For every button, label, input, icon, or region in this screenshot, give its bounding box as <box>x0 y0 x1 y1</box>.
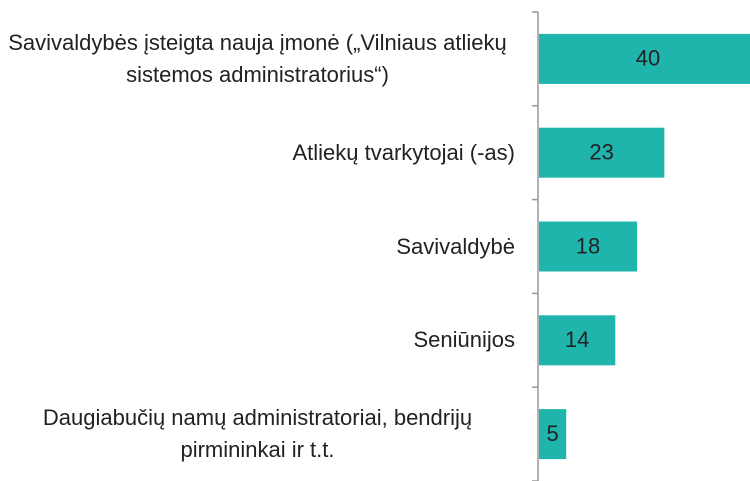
category-text: Atliekų tvarkytojai (-as) <box>292 139 515 165</box>
bar <box>539 127 665 178</box>
bar <box>539 33 750 84</box>
value-label: 14 <box>565 327 589 352</box>
bar <box>539 315 616 366</box>
category-label: Savivaldybės įsteigta nauja įmonė („Viln… <box>0 27 515 91</box>
category-label: Atliekų tvarkytojai (-as) <box>0 137 515 169</box>
category-text: Savivaldybė <box>396 233 515 259</box>
bar <box>539 221 638 272</box>
value-label: 23 <box>589 140 613 165</box>
category-text: Seniūnijos <box>413 327 515 353</box>
category-text: Daugiabučių namų administratoriai, bendr… <box>42 405 473 463</box>
category-label: Daugiabučių namų administratoriai, bendr… <box>0 402 515 466</box>
category-label: Seniūnijos <box>0 324 515 356</box>
value-label: 5 <box>547 421 559 446</box>
value-label: 40 <box>636 46 660 71</box>
category-text: Savivaldybės įsteigta nauja įmonė („Viln… <box>8 29 507 87</box>
category-label: Savivaldybė <box>0 231 515 263</box>
bar <box>539 409 567 460</box>
value-label: 18 <box>576 233 600 258</box>
